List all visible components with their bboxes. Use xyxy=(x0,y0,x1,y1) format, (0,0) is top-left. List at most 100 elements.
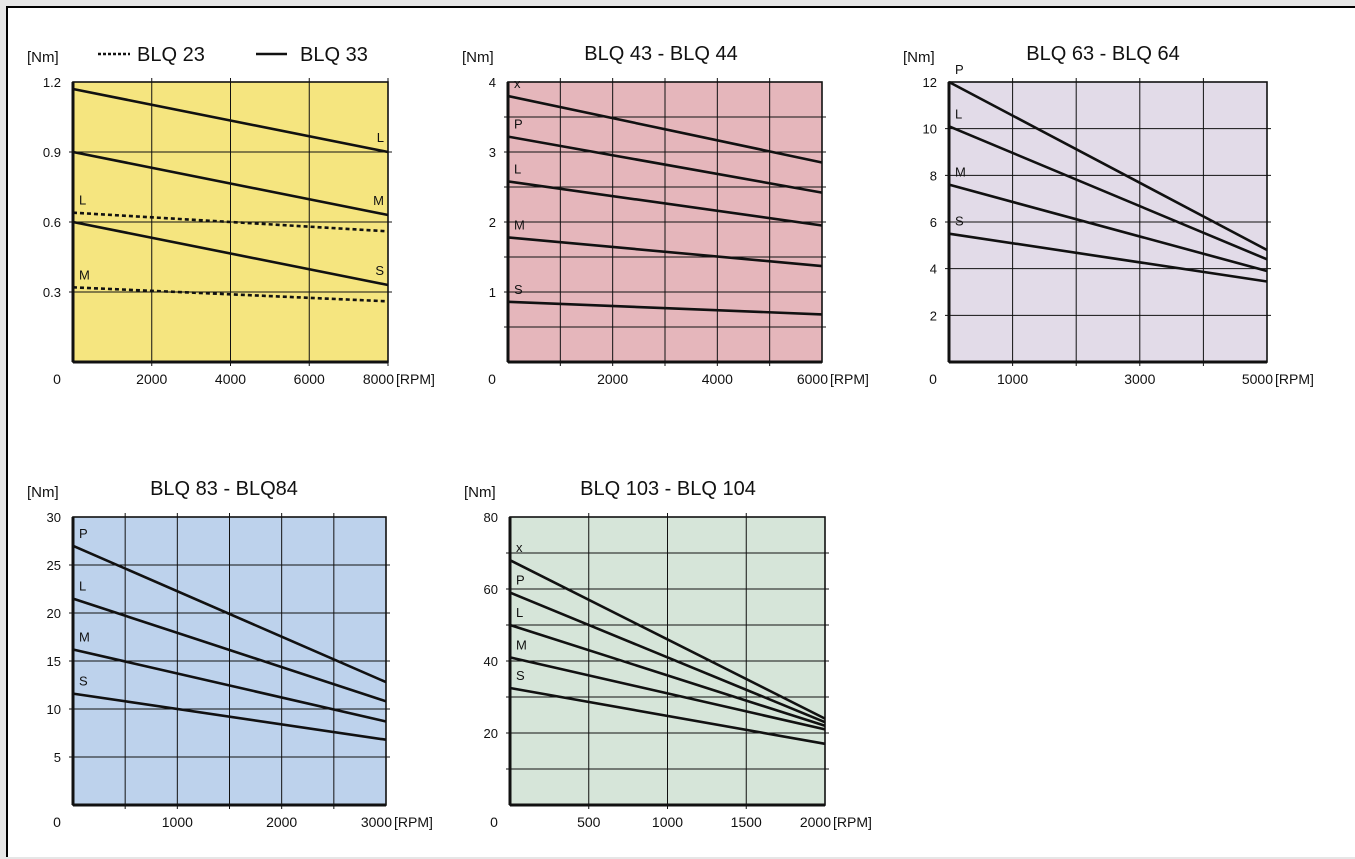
chart-5-y-unit: [Nm] xyxy=(464,484,496,501)
chart-4-x-tick-label: 3000 xyxy=(361,814,392,830)
chart-3-y-tick-label: 8 xyxy=(930,168,937,183)
chart-1-x-tick-label: 4000 xyxy=(215,371,246,387)
chart-2-y-tick-label: 2 xyxy=(489,215,496,230)
chart-2-y-unit: [Nm] xyxy=(462,49,494,66)
chart-2-y-tick-label: 4 xyxy=(489,75,496,90)
chart-5-title: BLQ 103 - BLQ 104 xyxy=(580,478,756,500)
chart-4-series-label: L xyxy=(79,579,86,594)
chart-5-series-label: S xyxy=(516,668,525,683)
chart-5-y-tick-label: 60 xyxy=(484,582,498,597)
chart-4-series-label: S xyxy=(79,674,88,689)
chart-5-series-label: M xyxy=(516,637,527,652)
chart-2-title: BLQ 43 - BLQ 44 xyxy=(584,43,737,65)
chart-4-series-label: P xyxy=(79,526,88,541)
chart-3-y-tick-label: 6 xyxy=(930,215,937,230)
chart-5-series-label: L xyxy=(516,605,523,620)
chart-3-y-tick-label: 4 xyxy=(930,262,937,277)
chart-5-series-label: x xyxy=(516,540,523,555)
chart-5-x-tick-label: 1500 xyxy=(731,814,762,830)
chart-2-series-line xyxy=(507,135,823,194)
chart-2-series-line xyxy=(507,236,823,268)
chart-1-y-tick-label: 0.3 xyxy=(43,285,61,300)
chart-2-series-label: S xyxy=(514,282,523,297)
chart-5-x-tick-label: 1000 xyxy=(652,814,683,830)
chart-1-x-tick-label: 8000 xyxy=(363,371,394,387)
chart-3-x-unit: [RPM] xyxy=(1275,371,1314,387)
chart-4-series-line xyxy=(72,692,387,742)
chart-4-y-tick-label: 20 xyxy=(47,606,61,621)
chart-5-series-line xyxy=(509,559,826,720)
chart-2-series-label: M xyxy=(514,217,525,232)
chart-5-x-tick-label: 500 xyxy=(577,814,601,830)
chart-3-series-line xyxy=(948,232,1268,283)
chart-3-x-tick-label: 3000 xyxy=(1124,371,1155,387)
torque-curves-sheet: 0.3 0.6 0.9 1.2 2000 4000 6000 8000 [RPM] 0 [Nm] BL… xyxy=(6,6,1355,857)
chart-3-y-unit: [Nm] xyxy=(903,49,935,66)
chart-5: 20 40 60 80 500 1000 1500 2000 [RPM] 0 [Nm] BLQ 103… xyxy=(464,478,872,830)
chart-4: 5 10 15 20 25 30 1000 2000 3000 [RPM] 0 [Nm] BLQ 83 … xyxy=(27,478,433,830)
chart-1-y-tick-label: 0.6 xyxy=(43,215,61,230)
chart-4-x-tick-label: 1000 xyxy=(162,814,193,830)
chart-1-series-line xyxy=(72,87,389,154)
chart-3-series-label: M xyxy=(955,165,966,180)
chart-3-title: BLQ 63 - BLQ 64 xyxy=(1026,43,1179,65)
chart-4-series-line xyxy=(72,544,387,684)
chart-2-x-tick-label: 4000 xyxy=(702,371,733,387)
chart-5-y-tick-label: 20 xyxy=(484,726,498,741)
chart-3-series-line xyxy=(948,183,1268,273)
chart-2-x-tick-label: 2000 xyxy=(597,371,628,387)
chart-1-series-line xyxy=(72,220,389,287)
chart-1-y-tick-label: 0.9 xyxy=(43,145,61,160)
chart-1-origin-label: 0 xyxy=(53,371,61,387)
chart-5-series-line xyxy=(509,656,826,731)
chart-4-y-unit: [Nm] xyxy=(27,484,59,501)
chart-1-legend-label: BLQ 33 xyxy=(300,44,368,66)
chart-3-series-label: S xyxy=(955,214,964,229)
chart-1-series-label: M xyxy=(373,193,384,208)
chart-5-x-tick-label: 2000 xyxy=(800,814,831,830)
chart-1-series-label: L xyxy=(79,193,86,208)
chart-2-x-tick-label: 6000 xyxy=(797,371,828,387)
chart-3-origin-label: 0 xyxy=(929,371,937,387)
chart-2-series-label: x xyxy=(514,76,521,91)
chart-4-series-line xyxy=(72,648,387,723)
chart-5-y-tick-label: 80 xyxy=(484,510,498,525)
chart-4-y-tick-label: 30 xyxy=(47,510,61,525)
chart-4-y-tick-label: 5 xyxy=(54,750,61,765)
chart-4-x-tick-label: 2000 xyxy=(266,814,297,830)
chart-4-origin-label: 0 xyxy=(53,814,61,830)
chart-5-series-line xyxy=(509,591,826,724)
chart-2-x-unit: [RPM] xyxy=(830,371,869,387)
chart-3-x-tick-label: 5000 xyxy=(1242,371,1273,387)
chart-1-x-tick-label: 2000 xyxy=(136,371,167,387)
chart-3-series-label: L xyxy=(955,106,962,121)
chart-1-legend-label: BLQ 23 xyxy=(137,44,205,66)
chart-5-origin-label: 0 xyxy=(490,814,498,830)
chart-1-y-tick-label: 1.2 xyxy=(43,75,61,90)
chart-3-x-tick-label: 1000 xyxy=(997,371,1028,387)
chart-1-series-line xyxy=(72,211,389,233)
chart-5-x-unit: [RPM] xyxy=(833,814,872,830)
chart-1: 0.3 0.6 0.9 1.2 2000 4000 6000 8000 [RPM] 0 [Nm] BL… xyxy=(27,44,435,387)
chart-4-series-line xyxy=(72,597,387,703)
chart-2-series-line xyxy=(507,300,823,316)
chart-4-y-tick-label: 25 xyxy=(47,558,61,573)
chart-1-x-tick-label: 6000 xyxy=(294,371,325,387)
chart-2-series-label: P xyxy=(514,117,523,132)
chart-2: 1 2 3 4 2000 4000 6000 [RPM] 0 [Nm] BLQ 43 - BLQ 4… xyxy=(462,43,869,387)
chart-1-series-label: M xyxy=(79,267,90,282)
chart-3-y-tick-label: 12 xyxy=(923,75,937,90)
chart-3-series-line xyxy=(948,125,1268,261)
chart-3: 2 4 6 8 10 12 1000 3000 5000 [RPM] 0 [Nm] BLQ 63 - B… xyxy=(903,43,1314,387)
chart-4-y-tick-label: 15 xyxy=(47,654,61,669)
chart-5-series-label: P xyxy=(516,573,525,588)
chart-2-series-line xyxy=(507,94,823,164)
chart-5-series-line xyxy=(509,623,826,728)
chart-4-x-unit: [RPM] xyxy=(394,814,433,830)
chart-2-y-tick-label: 3 xyxy=(489,145,496,160)
chart-2-series-line xyxy=(507,180,823,227)
chart-1-x-unit: [RPM] xyxy=(396,371,435,387)
chart-3-series-line xyxy=(948,80,1268,252)
chart-3-y-tick-label: 2 xyxy=(930,308,937,323)
